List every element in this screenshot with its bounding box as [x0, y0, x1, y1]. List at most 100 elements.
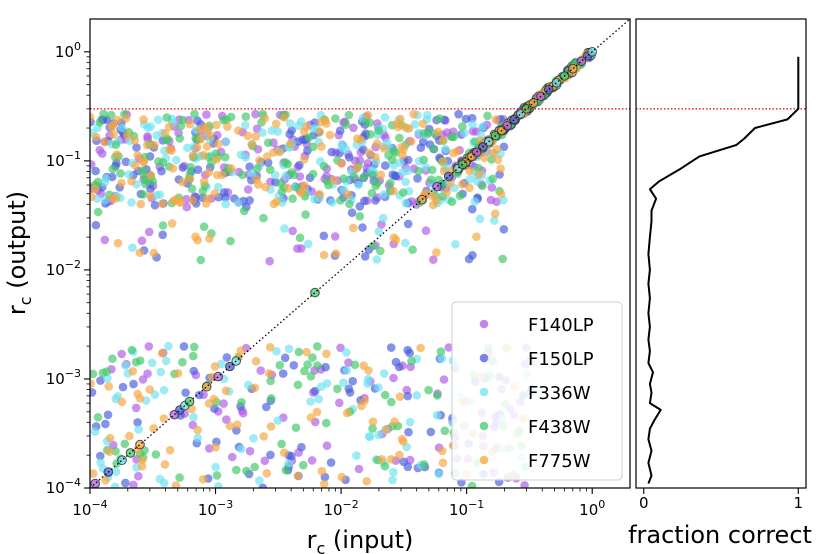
data-point [280, 353, 290, 363]
data-point [424, 128, 433, 137]
data-point [220, 152, 230, 162]
data-point [354, 464, 364, 474]
data-point [144, 342, 154, 351]
data-point [129, 379, 138, 389]
data-point [405, 348, 415, 358]
data-point [285, 129, 295, 139]
data-point [125, 431, 134, 441]
data-point [421, 162, 431, 172]
data-point [293, 471, 303, 481]
data-point [199, 177, 209, 186]
data-point [189, 412, 198, 422]
data-point [105, 447, 114, 457]
data-point [275, 360, 285, 370]
data-point [487, 183, 497, 192]
side-plot-area [636, 19, 806, 488]
data-point [312, 407, 322, 417]
data-point [520, 481, 529, 488]
data-point [436, 347, 446, 356]
data-point [308, 142, 318, 152]
data-point [90, 192, 96, 202]
y-tick-label: 10−4 [46, 476, 81, 497]
data-point [331, 114, 340, 123]
data-point [264, 369, 274, 378]
data-point [250, 462, 259, 472]
data-point [478, 122, 487, 131]
data-point [149, 424, 158, 433]
data-point [322, 441, 332, 451]
data-point [179, 342, 189, 351]
data-point [363, 374, 373, 384]
data-point [315, 189, 324, 199]
data-point [458, 122, 467, 131]
y-tick-label: 100 [55, 40, 81, 61]
data-point [260, 456, 270, 466]
data-point [99, 109, 108, 119]
data-point [321, 362, 330, 372]
data-point [251, 132, 260, 141]
data-point [418, 119, 428, 128]
x-tick-label: 10−3 [198, 498, 233, 519]
data-point [465, 174, 475, 184]
data-point [487, 155, 496, 164]
data-point [263, 158, 273, 167]
data-point [250, 383, 260, 393]
data-point [234, 198, 243, 207]
data-point [344, 384, 354, 394]
data-point [454, 109, 463, 119]
data-point [285, 139, 295, 149]
data-point [388, 155, 397, 165]
data-point [325, 130, 335, 140]
data-point [264, 138, 273, 147]
data-point [243, 131, 253, 141]
data-point [162, 113, 172, 122]
data-point [280, 113, 289, 122]
data-point [399, 457, 409, 467]
data-point [324, 180, 333, 190]
data-point [281, 465, 291, 475]
data-point [374, 227, 384, 236]
data-point [262, 402, 271, 412]
data-point [133, 418, 142, 427]
data-point [457, 180, 467, 189]
data-point [259, 213, 268, 223]
data-point [330, 232, 340, 241]
data-point [414, 166, 423, 176]
data-point [296, 188, 306, 198]
data-point [153, 115, 163, 125]
data-point [183, 143, 192, 153]
data-point [199, 150, 208, 160]
data-point [117, 455, 127, 466]
data-point [91, 132, 101, 142]
data-point [490, 216, 499, 225]
data-point [271, 170, 280, 180]
data-point [371, 152, 380, 162]
data-point [288, 194, 297, 203]
data-point [424, 385, 433, 395]
data-point [336, 196, 345, 205]
data-point [376, 246, 385, 256]
fraction-lines [636, 56, 806, 484]
data-point [468, 251, 477, 260]
data-point [165, 122, 174, 131]
data-point [93, 207, 103, 217]
data-point [280, 224, 289, 233]
data-point [143, 369, 152, 379]
data-point [266, 450, 275, 460]
reference-lines [90, 19, 630, 488]
side-x-tick-label: 1 [793, 494, 803, 512]
main-x-ticks: 10−4 10−3 10−2 10−1 100 [72, 488, 605, 519]
data-point [110, 482, 120, 488]
data-point [160, 460, 170, 469]
data-point [467, 113, 477, 123]
data-point [333, 384, 342, 394]
data-point [388, 170, 398, 179]
data-point [419, 460, 429, 469]
data-point [319, 231, 329, 241]
data-point [426, 427, 436, 437]
data-point [343, 189, 352, 199]
data-point [265, 256, 275, 266]
data-point [322, 349, 331, 359]
data-point [236, 444, 246, 454]
